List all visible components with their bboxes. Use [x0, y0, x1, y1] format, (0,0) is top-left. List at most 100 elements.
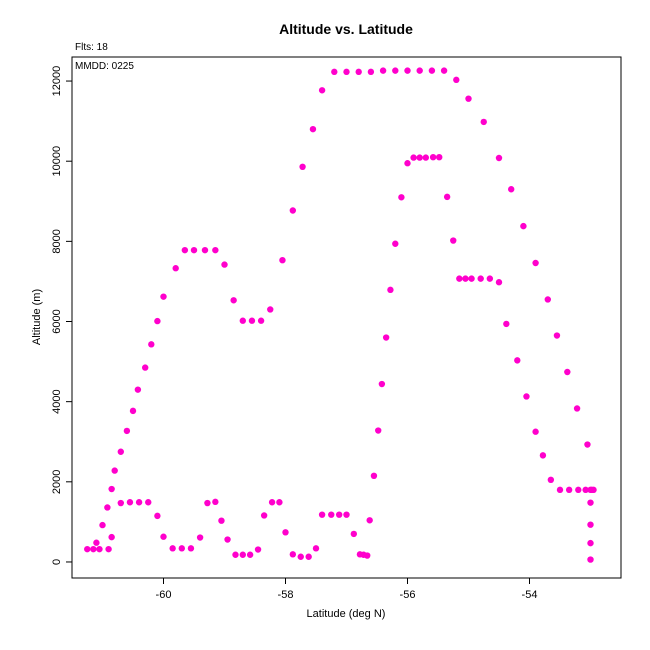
data-point — [587, 556, 594, 563]
data-point — [123, 427, 131, 435]
data-point — [587, 521, 594, 528]
data-point — [169, 545, 176, 552]
x-tick-label: -56 — [400, 589, 416, 601]
data-point — [178, 545, 185, 552]
data-point — [465, 95, 472, 102]
data-point — [429, 153, 437, 161]
y-tick-label: 10000 — [51, 146, 63, 177]
data-point — [477, 275, 484, 282]
data-point — [246, 551, 254, 558]
data-point — [575, 486, 582, 494]
data-point — [428, 67, 436, 74]
data-point — [96, 545, 103, 553]
data-point — [382, 334, 390, 341]
data-point — [335, 511, 343, 518]
data-point — [135, 499, 143, 506]
data-point — [523, 393, 530, 400]
data-point — [367, 68, 375, 76]
data-point — [232, 551, 239, 558]
data-point — [480, 118, 487, 126]
x-axis-label: Latitude (deg N) — [307, 608, 386, 620]
data-point — [416, 67, 423, 74]
data-point — [328, 511, 335, 518]
data-point — [443, 193, 451, 201]
data-point — [181, 246, 189, 254]
data-point — [224, 536, 231, 543]
data-point — [196, 534, 204, 541]
data-point — [218, 517, 225, 524]
data-point — [257, 317, 265, 324]
data-point — [268, 499, 276, 506]
y-tick-label: 12000 — [51, 66, 63, 97]
data-point — [305, 553, 312, 560]
data-point — [584, 441, 591, 448]
data-point — [453, 76, 460, 84]
data-point — [187, 545, 195, 552]
data-point — [350, 530, 358, 538]
data-point — [108, 533, 115, 541]
data-point — [276, 499, 283, 506]
data-point — [154, 317, 161, 325]
x-axis: -60 -58 -56 -54 — [156, 578, 538, 601]
data-point — [93, 539, 100, 546]
chart-title: Altitude vs. Latitude — [279, 21, 413, 37]
y-tick-label: 8000 — [51, 229, 63, 253]
data-point — [212, 498, 219, 506]
y-axis: 0 2000 4000 6000 8000 10000 12000 — [51, 66, 72, 565]
data-point — [90, 545, 97, 553]
data-point — [495, 154, 503, 162]
data-point — [520, 222, 527, 230]
x-tick-label: -58 — [278, 589, 294, 601]
y-tick-label: 4000 — [51, 389, 63, 413]
data-point — [172, 265, 179, 272]
data-point — [126, 499, 134, 506]
data-point — [532, 259, 539, 267]
data-point — [486, 275, 494, 282]
data-point — [587, 499, 594, 506]
data-point — [312, 545, 320, 552]
data-point — [588, 486, 595, 494]
data-point — [343, 511, 350, 518]
data-point — [239, 551, 246, 558]
data-point — [289, 207, 297, 214]
data-point — [331, 68, 338, 76]
data-point — [282, 529, 289, 536]
data-point — [544, 296, 551, 303]
data-point — [508, 186, 515, 193]
data-point — [366, 517, 373, 524]
data-point — [260, 512, 268, 519]
data-point — [221, 261, 228, 268]
data-point — [318, 511, 326, 518]
data-point — [108, 485, 115, 493]
data-point — [410, 154, 417, 161]
data-point — [204, 499, 211, 507]
data-point — [248, 317, 256, 324]
data-point — [422, 154, 429, 161]
data-point — [105, 545, 112, 553]
data-point — [267, 306, 274, 313]
data-point — [404, 67, 411, 74]
data-point — [564, 368, 571, 376]
data-point — [190, 246, 198, 254]
data-point — [230, 297, 237, 304]
data-point — [370, 472, 378, 480]
data-point — [279, 256, 286, 264]
data-point — [129, 407, 137, 415]
data-point — [392, 240, 399, 247]
y-tick-label: 2000 — [51, 470, 63, 494]
data-point — [160, 293, 167, 300]
data-point — [553, 332, 561, 339]
data-point — [573, 405, 581, 412]
y-axis-label: Altitude (m) — [31, 289, 43, 345]
data-point — [99, 521, 106, 529]
data-point — [117, 499, 125, 507]
data-point — [503, 320, 510, 328]
data-point — [364, 552, 371, 559]
data-point — [355, 68, 362, 76]
data-point — [84, 545, 91, 553]
y-tick-label: 0 — [51, 559, 63, 565]
x-tick-label: -54 — [522, 589, 538, 601]
data-point — [239, 317, 246, 324]
data-point — [289, 551, 297, 558]
data-point — [532, 428, 539, 435]
